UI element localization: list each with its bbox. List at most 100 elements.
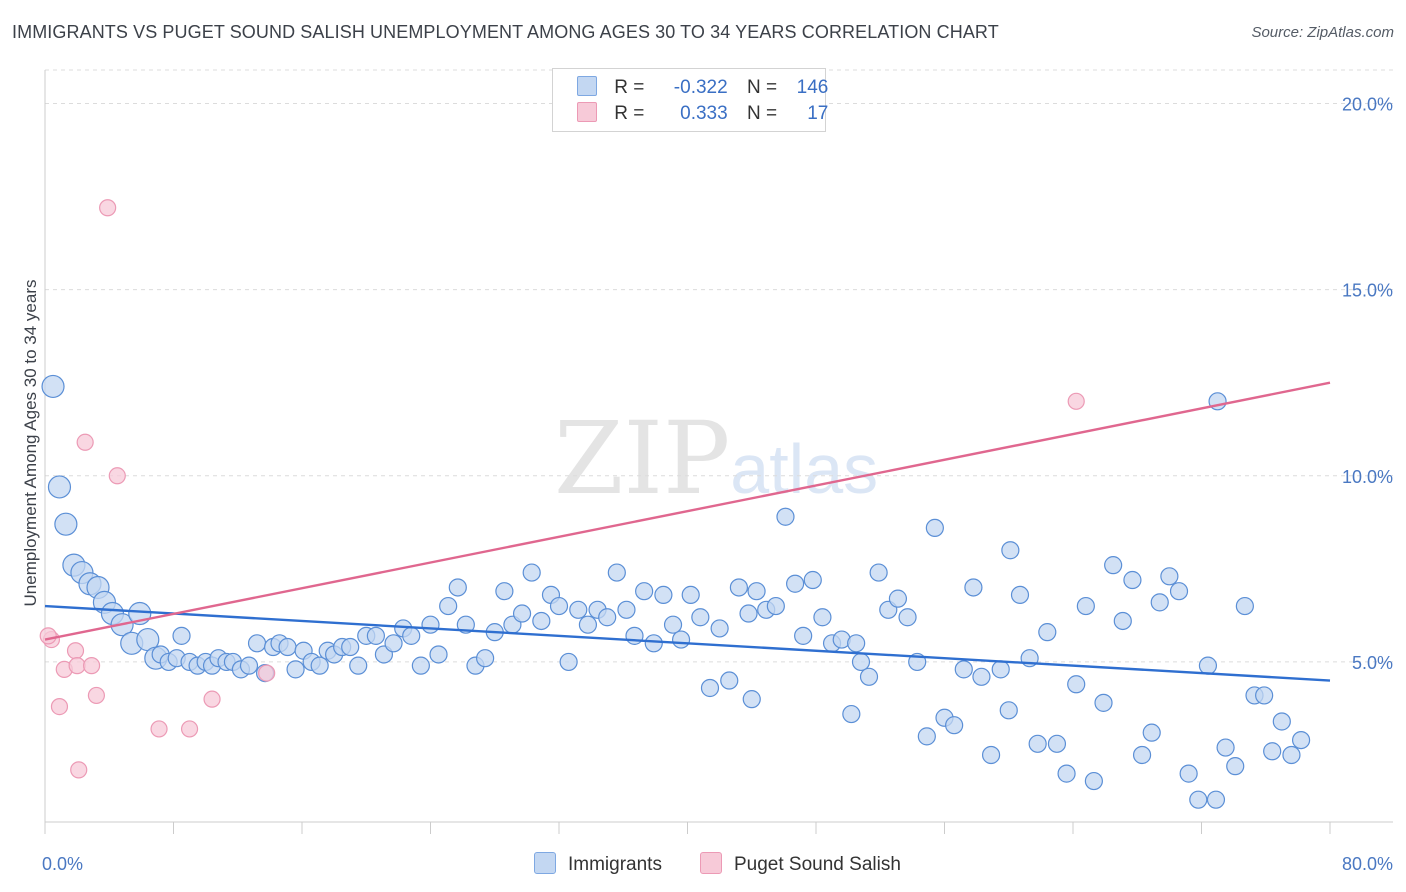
immigrants-point	[569, 600, 588, 619]
legend-label-immigrants: Immigrants	[568, 854, 662, 875]
y-tick-label: 15.0%	[1342, 281, 1393, 301]
immigrants-point	[522, 563, 541, 582]
stats-legend: R = -0.322 N = 146 R = 0.333 N = 17	[552, 68, 828, 132]
immigrants-point	[803, 570, 822, 590]
watermark-atlas: atlas	[730, 430, 879, 508]
r-value: -0.322	[673, 77, 728, 98]
immigrants-point	[945, 716, 964, 735]
puget-sound-salish-points	[39, 199, 1085, 779]
immigrants-point	[1189, 790, 1208, 809]
immigrants-point	[663, 615, 683, 634]
immigrants-point	[1001, 541, 1020, 560]
puget-sound-salish-trend-line	[44, 381, 1331, 641]
immigrants-point	[402, 626, 421, 645]
legend-item-immigrants[interactable]: Immigrants	[534, 852, 662, 876]
immigrants-point	[847, 634, 866, 653]
immigrants-point	[644, 634, 663, 653]
tick-labels: 5.0% 10.0% 15.0% 20.0% 0.0% 80.0%	[42, 95, 1393, 874]
immigrants-point	[421, 615, 440, 634]
immigrants-point	[1094, 693, 1113, 712]
immigrants-point	[1113, 611, 1132, 631]
immigrants-point	[495, 582, 514, 601]
x-tick-label-min: 0.0%	[42, 854, 83, 874]
immigrants-point	[1226, 757, 1245, 776]
puget-sound-salish-point	[180, 720, 199, 738]
immigrants-point	[1057, 764, 1076, 783]
trend-lines	[44, 381, 1331, 682]
immigrants-point	[1142, 723, 1161, 742]
immigrants-legend-swatch	[534, 852, 556, 874]
puget-sound-salish-point	[99, 199, 117, 217]
immigrants-point	[341, 637, 360, 657]
n-value: 17	[807, 103, 829, 124]
puget-sound-salish-point	[150, 720, 168, 738]
chart-title: IMMIGRANTS VS PUGET SOUND SALISH UNEMPLO…	[12, 22, 999, 42]
immigrants-point	[384, 634, 403, 653]
puget-sound-salish-point	[82, 657, 101, 675]
immigrants-point	[1272, 712, 1291, 731]
immigrants-point	[786, 574, 805, 593]
immigrants-point	[1150, 593, 1169, 612]
immigrants-point	[310, 656, 329, 675]
immigrants-point	[964, 578, 983, 597]
y-axis-label: Unemployment Among Ages 30 to 34 years	[21, 280, 40, 607]
immigrants-point	[981, 745, 1001, 765]
immigrants-point	[429, 645, 448, 664]
immigrants-point	[859, 667, 879, 686]
immigrants-point	[1216, 738, 1235, 757]
legend-label-puget-sound-salish: Puget Sound Salish	[734, 854, 901, 875]
immigrants-point	[1198, 656, 1218, 675]
puget-sound-salish-point	[68, 657, 86, 675]
immigrants-point	[1206, 790, 1226, 809]
immigrants-point	[411, 656, 430, 675]
immigrants-point	[681, 585, 700, 605]
puget-sound-salish-legend-swatch	[700, 852, 722, 874]
immigrants-point	[286, 660, 305, 679]
immigrants-point	[739, 604, 758, 623]
immigrants-point	[1235, 596, 1254, 616]
immigrants-point	[1169, 582, 1189, 601]
immigrants-point	[1132, 745, 1152, 765]
legend-row-puget-sound-salish: R = 0.333 N = 17	[577, 102, 828, 126]
legend-item-puget-sound-salish[interactable]: Puget Sound Salish	[700, 852, 901, 876]
immigrants-point	[559, 652, 578, 672]
immigrants-point	[794, 626, 813, 645]
immigrants-point	[456, 615, 475, 634]
immigrants-point	[742, 690, 761, 709]
immigrants-point	[247, 634, 267, 653]
puget-sound-salish-point	[70, 761, 88, 779]
source-label[interactable]: Source: ZipAtlas.com	[1251, 24, 1394, 41]
immigrants-point	[954, 660, 973, 679]
y-tick-label: 5.0%	[1352, 653, 1393, 673]
immigrants-point	[1028, 734, 1047, 753]
immigrants-point	[598, 608, 617, 627]
immigrants-point	[691, 608, 710, 627]
immigrants-point	[625, 626, 644, 645]
immigrants-point	[917, 727, 936, 746]
puget-sound-salish-point	[66, 642, 85, 660]
immigrants-point	[549, 596, 569, 616]
immigrants-trend-line	[44, 604, 1331, 682]
immigrants-point	[476, 649, 495, 668]
n-label: N =	[746, 77, 778, 98]
watermark: ZIPatlas	[554, 400, 878, 517]
immigrants-point	[747, 582, 766, 601]
y-tick-label: 10.0%	[1342, 467, 1393, 487]
axes	[44, 70, 1393, 834]
immigrants-point	[1104, 556, 1123, 575]
immigrants-point	[1123, 570, 1142, 590]
immigrants-point	[349, 656, 368, 675]
immigrants-point	[710, 619, 729, 638]
immigrants-point	[720, 671, 739, 690]
immigrants-point	[991, 660, 1010, 679]
immigrants-point	[366, 626, 385, 645]
immigrants-point	[607, 563, 626, 582]
immigrants-point	[1084, 771, 1103, 791]
immigrants-point	[239, 656, 259, 675]
immigrants-point	[776, 507, 795, 526]
immigrants-point	[578, 615, 598, 634]
immigrants-point	[1263, 742, 1282, 761]
immigrants-points	[41, 374, 1311, 809]
immigrants-swatch	[577, 76, 597, 96]
